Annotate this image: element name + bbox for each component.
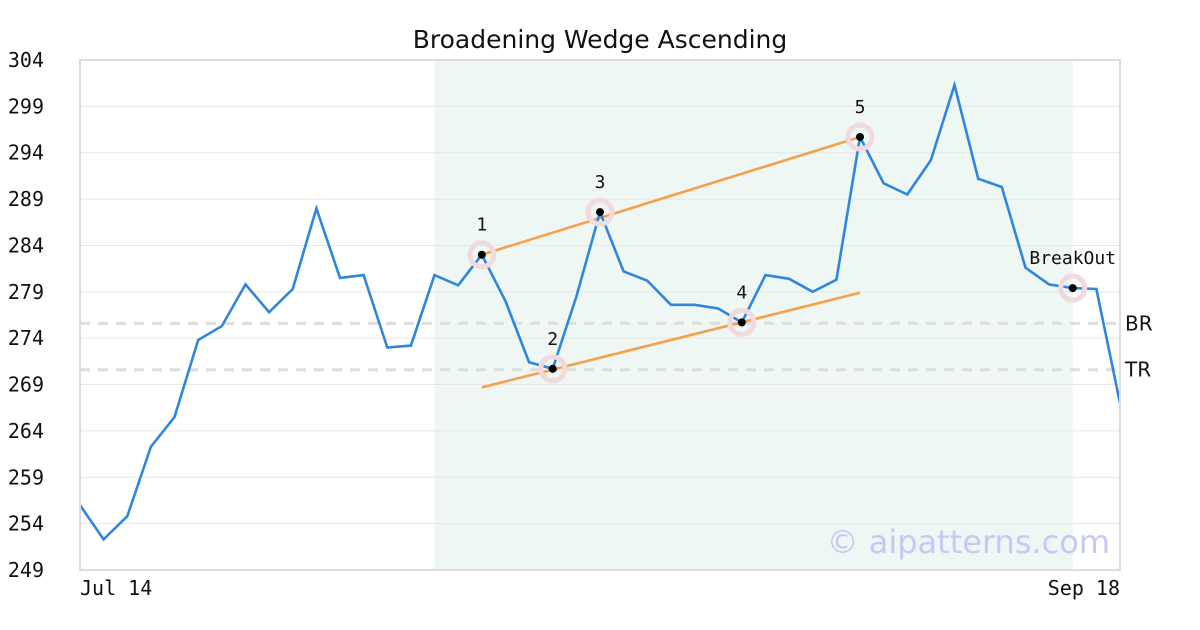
- trendline: [481, 291, 861, 389]
- pivot-label: 3: [595, 172, 606, 193]
- pivot-point: [596, 208, 604, 217]
- y-tick-label: 304: [8, 48, 44, 72]
- x-tick-label: Sep 18: [1048, 576, 1120, 600]
- pivot-label: 2: [547, 329, 558, 350]
- pivot-point: [477, 250, 486, 259]
- x-axis-ticks: Jul 14 Sep 18: [80, 576, 1120, 600]
- pivot-halo: [845, 122, 875, 152]
- y-tick-label: 274: [8, 326, 44, 350]
- pivot-label: 1: [476, 215, 487, 236]
- pivot-label: 4: [736, 282, 747, 303]
- y-tick-label: 289: [8, 187, 44, 211]
- pivot-halo: [1058, 273, 1088, 303]
- x-tick-label: Jul 14: [80, 576, 152, 600]
- y-tick-label: 294: [8, 141, 44, 165]
- pivot-halo: [727, 307, 757, 337]
- y-tick-label: 279: [8, 280, 44, 304]
- pivot-label: BreakOut: [1029, 248, 1116, 269]
- y-tick-label: 299: [8, 94, 44, 118]
- pivot-halo: [467, 240, 497, 270]
- level-label: BR: [1125, 311, 1153, 335]
- y-tick-label: 284: [8, 233, 44, 257]
- y-tick-label: 269: [8, 373, 44, 397]
- y-tick-label: 264: [8, 419, 44, 443]
- pivot-label: 5: [855, 97, 866, 118]
- y-axis-ticks: 249 254 259 264 269 274 279 284 289 294 299 304: [8, 48, 44, 582]
- pivots: 1 2 3 4 5 BreakOut: [467, 97, 1116, 384]
- pivot-halo: [538, 354, 568, 384]
- pivot-point: [737, 318, 746, 327]
- y-tick-label: 249: [8, 558, 44, 582]
- pivot-point: [856, 132, 864, 141]
- plot-border: [79, 59, 1121, 571]
- chart-title: Broadening Wedge Ascending: [413, 25, 788, 54]
- y-tick-label: 254: [8, 512, 44, 536]
- pivot-point: [1068, 284, 1077, 293]
- pivot-point: [548, 364, 557, 373]
- level-label: TR: [1124, 358, 1151, 382]
- pivot-halo: [585, 197, 615, 227]
- trendlines: [481, 135, 861, 389]
- y-tick-label: 259: [8, 465, 44, 489]
- trendline: [481, 135, 861, 256]
- levels: BR TR: [80, 311, 1153, 382]
- watermark: © aipatterns.com: [827, 523, 1110, 561]
